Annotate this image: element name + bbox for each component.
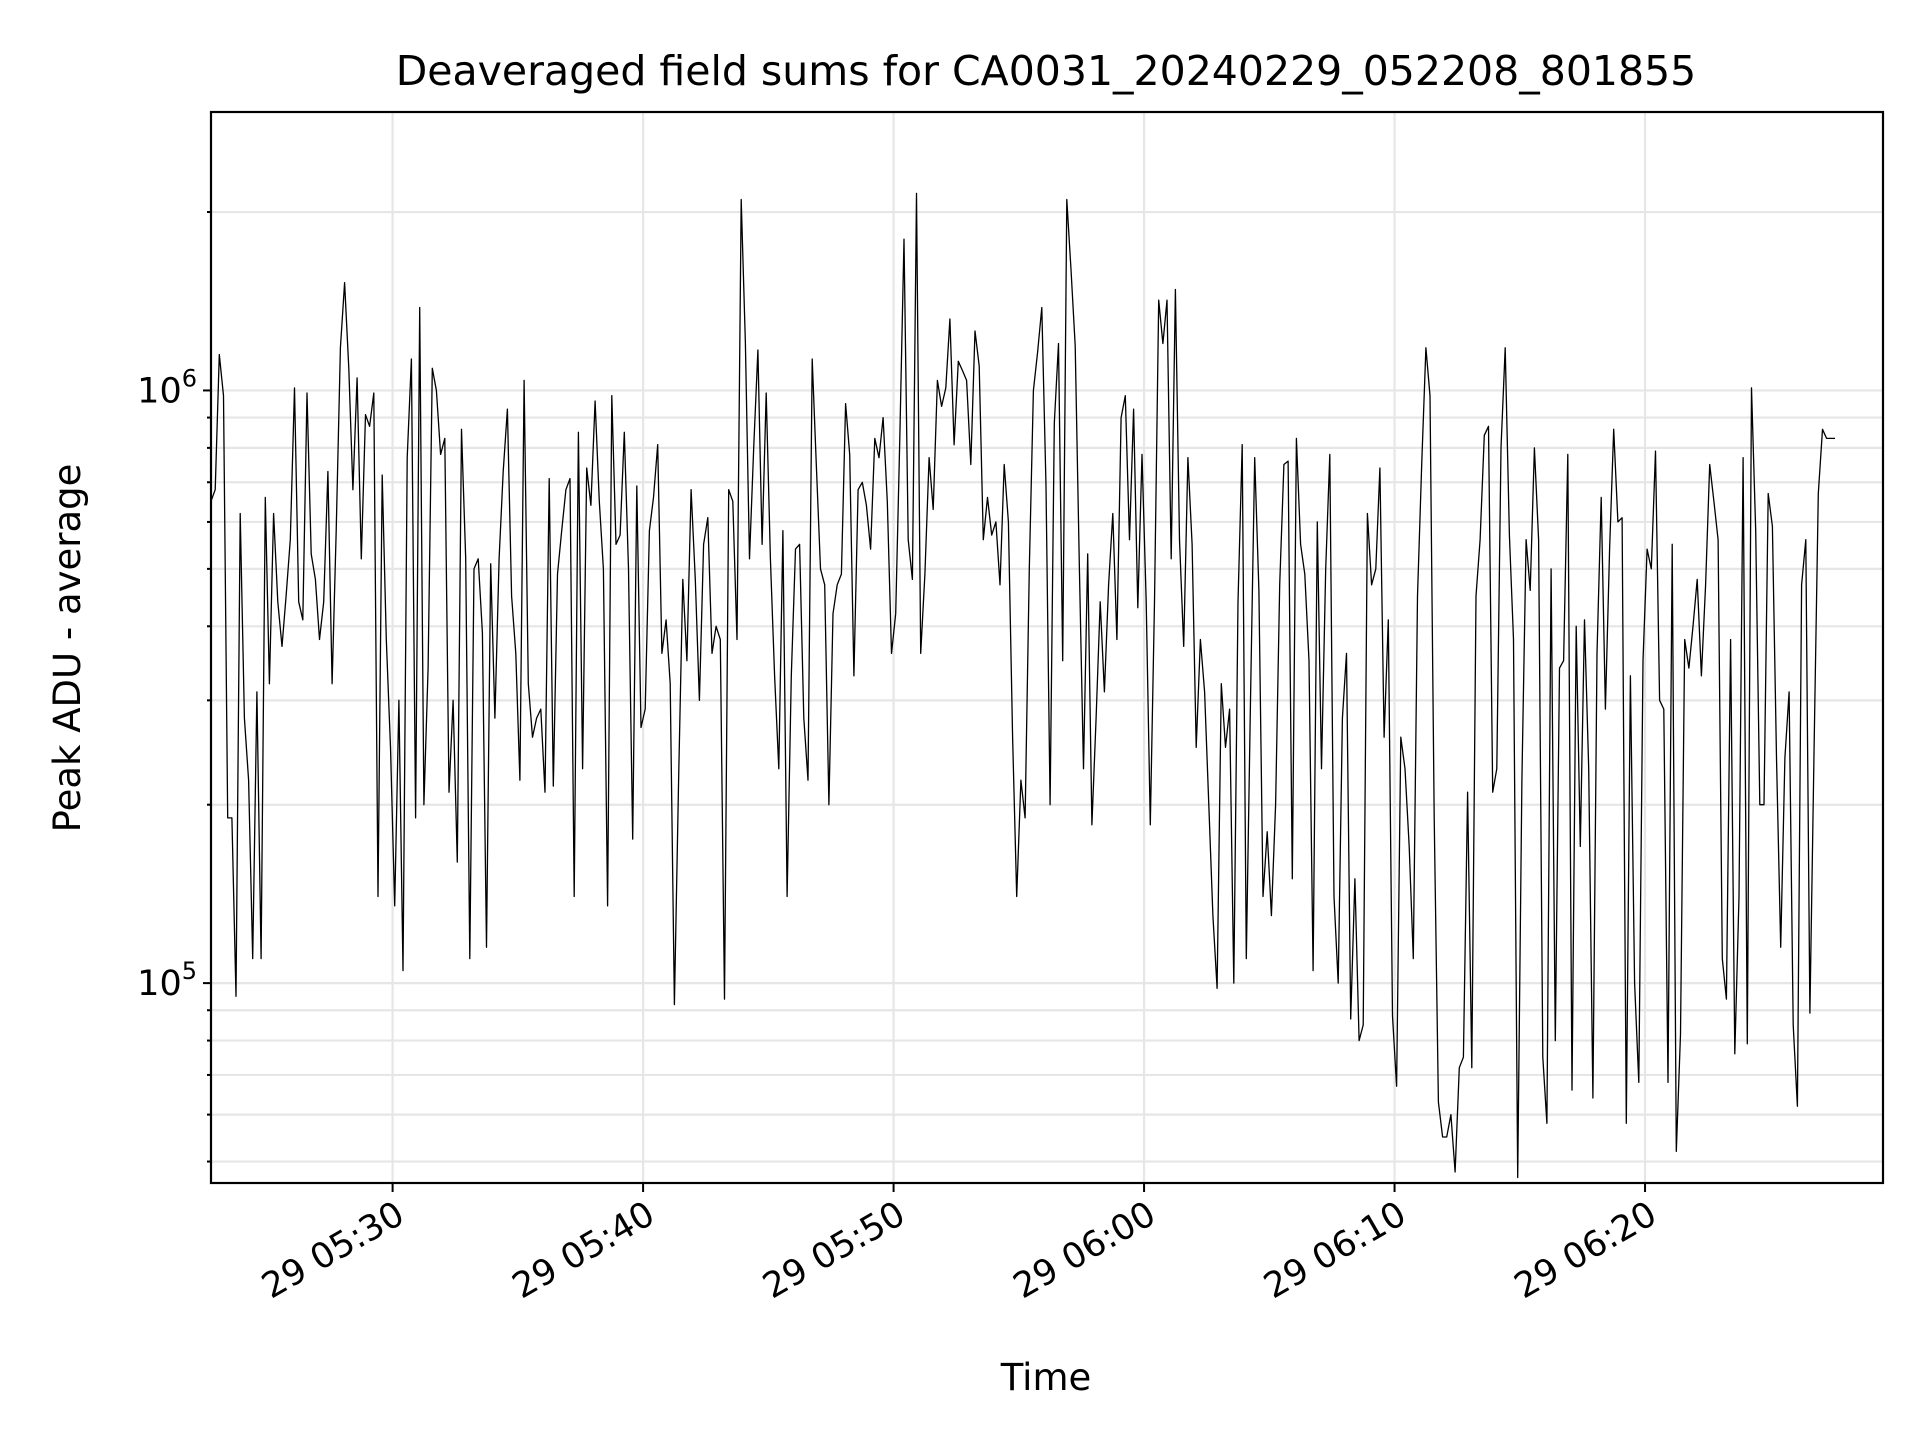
chart-title: Deaveraged field sums for CA0031_2024022…	[396, 47, 1697, 95]
x-axis-label: Time	[1000, 1356, 1092, 1399]
y-axis-label: Peak ADU - average	[46, 464, 89, 833]
series-layer	[210, 192, 1835, 1179]
series-line	[210, 192, 1835, 1179]
y-axis-ticks: 105 106	[137, 211, 211, 1163]
y-tick-label: 105	[137, 957, 197, 1004]
plot-frame	[209, 110, 1885, 1185]
y-tick-label: 106	[137, 364, 197, 411]
